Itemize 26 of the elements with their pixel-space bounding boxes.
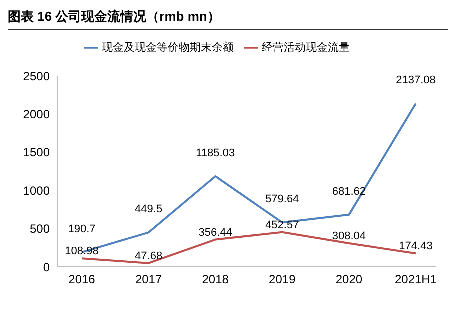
y-tick-label: 2500 [23, 69, 50, 84]
y-tick-label: 2000 [23, 107, 50, 122]
x-tick-label: 2017 [135, 272, 162, 287]
x-tick-label: 2018 [202, 272, 230, 287]
data-label: 108.98 [65, 246, 99, 258]
y-tick-label: 1500 [23, 146, 50, 160]
x-tick-label: 2016 [68, 272, 96, 287]
data-label: 2137.08 [396, 74, 436, 87]
data-label: 449.5 [135, 204, 163, 216]
legend-label: 现金及现金等价物期末余额 [102, 42, 234, 54]
data-label: 174.43 [399, 240, 433, 253]
legend-label: 经营活动现金流量 [262, 42, 350, 54]
y-tick-label: 1000 [23, 184, 50, 198]
data-label: 308.04 [332, 230, 366, 242]
data-label: 579.64 [266, 194, 300, 206]
data-label: 356.44 [198, 226, 232, 239]
data-label: 47.68 [135, 250, 163, 262]
y-tick-label: 500 [30, 222, 50, 236]
chart-title: 图表 16 公司现金流情况（rmb mn） [8, 8, 448, 30]
x-tick-label: 2020 [336, 272, 363, 287]
x-tick-label: 2019 [269, 272, 296, 287]
data-label: 452.57 [266, 219, 300, 232]
x-tick-label: 2021H1 [394, 272, 438, 287]
data-label: 190.7 [68, 223, 96, 236]
data-label: 1185.03 [196, 147, 236, 160]
y-tick-label: 0 [43, 260, 50, 274]
